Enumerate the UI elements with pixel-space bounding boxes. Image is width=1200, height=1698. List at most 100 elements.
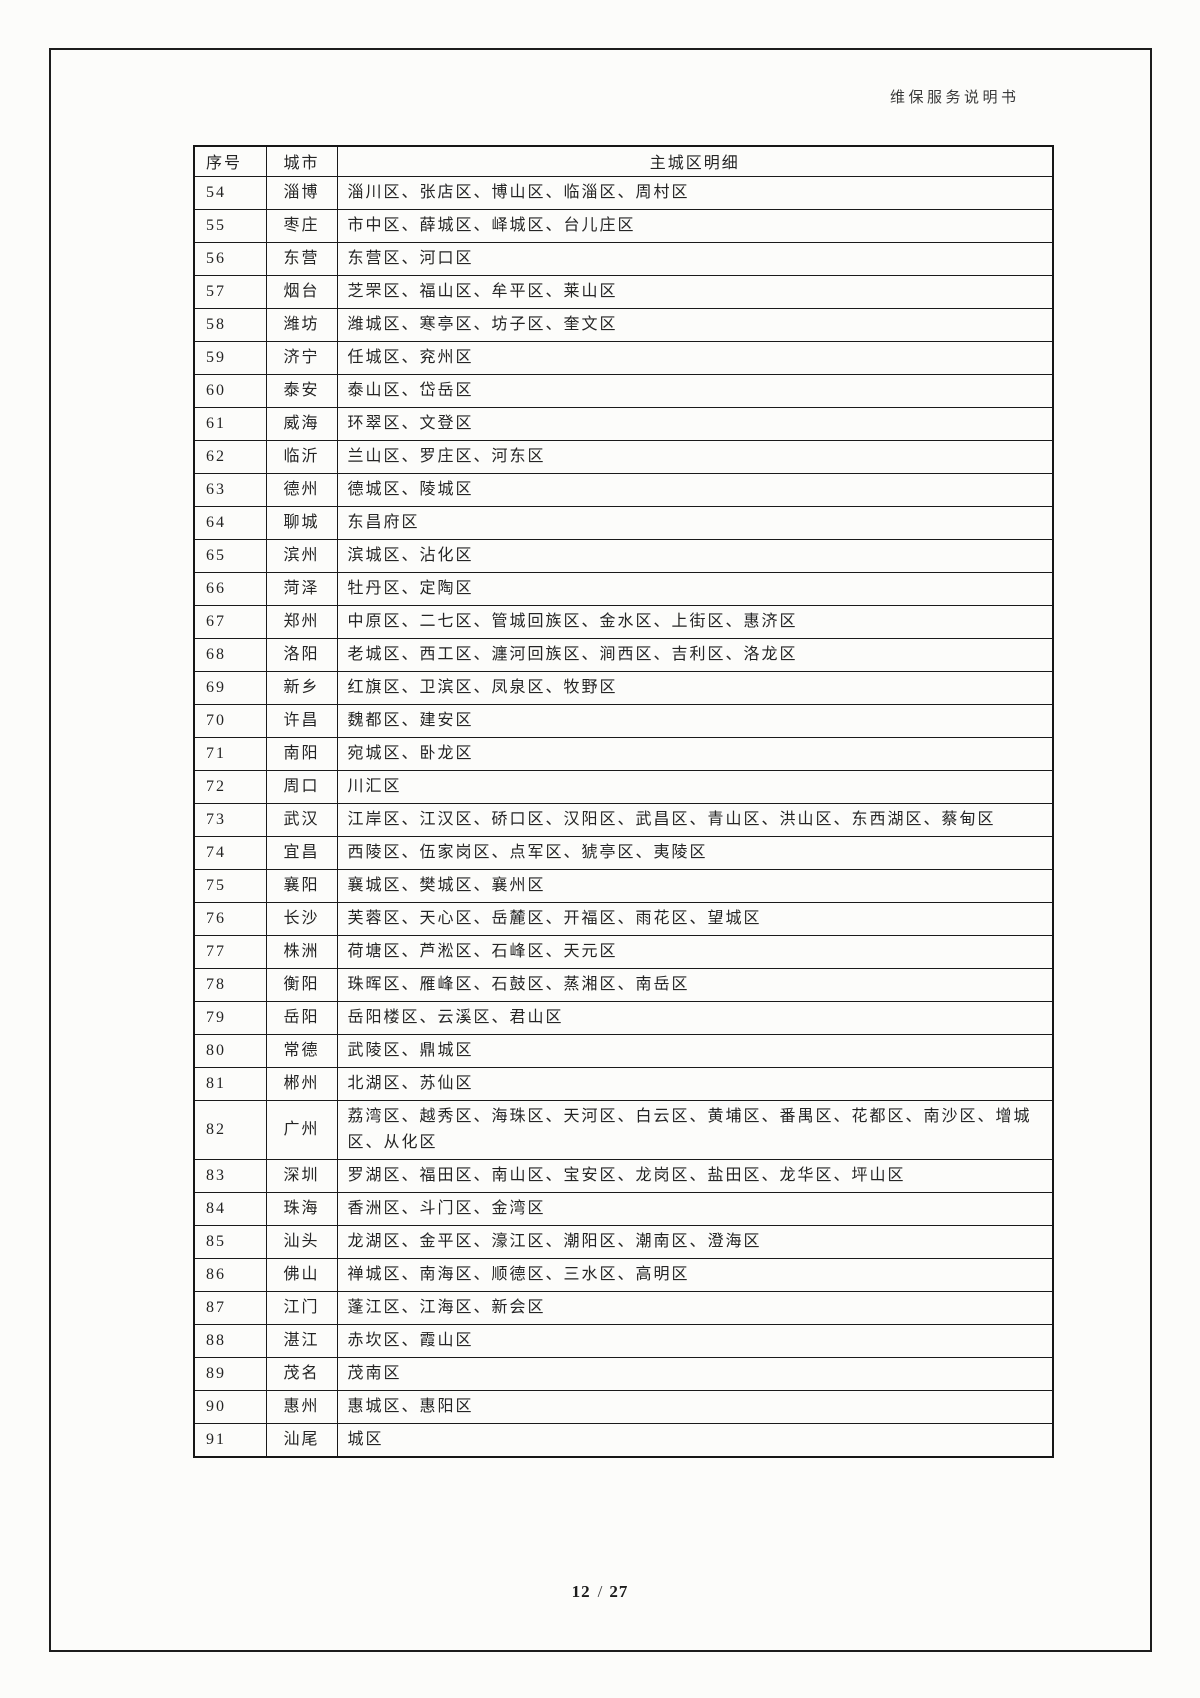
districts-cell: 北湖区、苏仙区	[336, 1066, 1054, 1101]
city-cell: 长沙	[265, 901, 338, 936]
city-cell: 惠州	[265, 1389, 338, 1424]
row-number-cell: 75	[193, 868, 267, 903]
districts-cell: 红旗区、卫滨区、凤泉区、牧野区	[336, 670, 1054, 705]
table-row: 86 佛山 禅城区、南海区、顺德区、三水区、高明区	[193, 1257, 1054, 1292]
table-row: 54 淄博 淄川区、张店区、博山区、临淄区、周村区	[193, 175, 1054, 210]
column-header-city: 城市	[265, 145, 338, 177]
row-number-cell: 89	[193, 1356, 267, 1391]
table-row: 89 茂名 茂南区	[193, 1356, 1054, 1391]
city-cell: 珠海	[265, 1191, 338, 1226]
row-number-cell: 90	[193, 1389, 267, 1424]
table-row: 72 周口 川汇区	[193, 769, 1054, 804]
table-row: 65 滨州 滨城区、沾化区	[193, 538, 1054, 573]
districts-cell: 东营区、河口区	[336, 241, 1054, 276]
row-number-cell: 55	[193, 208, 267, 243]
row-number-cell: 80	[193, 1033, 267, 1068]
row-number-cell: 73	[193, 802, 267, 837]
row-number-cell: 79	[193, 1000, 267, 1035]
districts-cell: 牡丹区、定陶区	[336, 571, 1054, 606]
row-number-cell: 91	[193, 1422, 267, 1457]
districts-cell: 襄城区、樊城区、襄州区	[336, 868, 1054, 903]
table-row: 71 南阳 宛城区、卧龙区	[193, 736, 1054, 771]
row-number-cell: 76	[193, 901, 267, 936]
city-cell: 烟台	[265, 274, 338, 309]
city-cell: 宜昌	[265, 835, 338, 870]
table-row: 67 郑州 中原区、二七区、管城回族区、金水区、上街区、惠济区	[193, 604, 1054, 639]
districts-cell: 中原区、二七区、管城回族区、金水区、上街区、惠济区	[336, 604, 1054, 639]
districts-cell: 德城区、陵城区	[336, 472, 1054, 507]
row-number-cell: 88	[193, 1323, 267, 1358]
districts-cell: 荷塘区、芦淞区、石峰区、天元区	[336, 934, 1054, 969]
row-number-cell: 54	[193, 175, 267, 210]
table-row: 58 潍坊 潍城区、寒亭区、坊子区、奎文区	[193, 307, 1054, 342]
city-cell: 威海	[265, 406, 338, 441]
column-header-districts: 主城区明细	[336, 145, 1054, 177]
districts-cell: 西陵区、伍家岗区、点军区、猇亭区、夷陵区	[336, 835, 1054, 870]
city-cell: 江门	[265, 1290, 338, 1325]
districts-cell: 魏都区、建安区	[336, 703, 1054, 738]
table-row: 78 衡阳 珠晖区、雁峰区、石鼓区、蒸湘区、南岳区	[193, 967, 1054, 1002]
table-row: 68 洛阳 老城区、西工区、瀍河回族区、涧西区、吉利区、洛龙区	[193, 637, 1054, 672]
row-number-cell: 77	[193, 934, 267, 969]
row-number-cell: 74	[193, 835, 267, 870]
page-number-current: 12	[571, 1582, 591, 1601]
row-number-cell: 72	[193, 769, 267, 804]
row-number-cell: 61	[193, 406, 267, 441]
page-number-separator: /	[597, 1582, 603, 1601]
city-cell: 南阳	[265, 736, 338, 771]
city-cell: 周口	[265, 769, 338, 804]
row-number-cell: 56	[193, 241, 267, 276]
city-cell: 汕头	[265, 1224, 338, 1259]
row-number-cell: 78	[193, 967, 267, 1002]
table-row: 81 郴州 北湖区、苏仙区	[193, 1066, 1054, 1101]
table-row: 88 湛江 赤坎区、霞山区	[193, 1323, 1054, 1358]
table-row: 55 枣庄 市中区、薛城区、峄城区、台儿庄区	[193, 208, 1054, 243]
city-cell: 新乡	[265, 670, 338, 705]
districts-cell: 禅城区、南海区、顺德区、三水区、高明区	[336, 1257, 1054, 1292]
table-row: 75 襄阳 襄城区、樊城区、襄州区	[193, 868, 1054, 903]
districts-cell: 蓬江区、江海区、新会区	[336, 1290, 1054, 1325]
city-cell: 深圳	[265, 1158, 338, 1193]
table-row: 62 临沂 兰山区、罗庄区、河东区	[193, 439, 1054, 474]
districts-cell: 荔湾区、越秀区、海珠区、天河区、白云区、黄埔区、番禺区、花都区、南沙区、增城区、…	[336, 1099, 1054, 1160]
city-cell: 淄博	[265, 175, 338, 210]
row-number-cell: 65	[193, 538, 267, 573]
table-row: 61 威海 环翠区、文登区	[193, 406, 1054, 441]
row-number-cell: 64	[193, 505, 267, 540]
table-row: 63 德州 德城区、陵城区	[193, 472, 1054, 507]
city-cell: 泰安	[265, 373, 338, 408]
row-number-cell: 83	[193, 1158, 267, 1193]
districts-cell: 香洲区、斗门区、金湾区	[336, 1191, 1054, 1226]
table-row: 87 江门 蓬江区、江海区、新会区	[193, 1290, 1054, 1325]
city-cell: 湛江	[265, 1323, 338, 1358]
city-cell: 郴州	[265, 1066, 338, 1101]
districts-cell: 龙湖区、金平区、濠江区、潮阳区、潮南区、澄海区	[336, 1224, 1054, 1259]
city-cell: 佛山	[265, 1257, 338, 1292]
city-cell: 济宁	[265, 340, 338, 375]
table-row: 56 东营 东营区、河口区	[193, 241, 1054, 276]
districts-cell: 兰山区、罗庄区、河东区	[336, 439, 1054, 474]
table-row: 57 烟台 芝罘区、福山区、牟平区、莱山区	[193, 274, 1054, 309]
districts-cell: 武陵区、鼎城区	[336, 1033, 1054, 1068]
city-cell: 聊城	[265, 505, 338, 540]
city-cell: 常德	[265, 1033, 338, 1068]
row-number-cell: 59	[193, 340, 267, 375]
districts-cell: 宛城区、卧龙区	[336, 736, 1054, 771]
row-number-cell: 87	[193, 1290, 267, 1325]
city-cell: 洛阳	[265, 637, 338, 672]
row-number-cell: 57	[193, 274, 267, 309]
table-row: 59 济宁 任城区、兖州区	[193, 340, 1054, 375]
city-cell: 株洲	[265, 934, 338, 969]
city-cell: 武汉	[265, 802, 338, 837]
table-row: 82 广州 荔湾区、越秀区、海珠区、天河区、白云区、黄埔区、番禺区、花都区、南沙区、…	[193, 1099, 1054, 1160]
table-row: 80 常德 武陵区、鼎城区	[193, 1033, 1054, 1068]
row-number-cell: 69	[193, 670, 267, 705]
city-cell: 潍坊	[265, 307, 338, 342]
table-row: 74 宜昌 西陵区、伍家岗区、点军区、猇亭区、夷陵区	[193, 835, 1054, 870]
table-row: 85 汕头 龙湖区、金平区、濠江区、潮阳区、潮南区、澄海区	[193, 1224, 1054, 1259]
city-cell: 德州	[265, 472, 338, 507]
row-number-cell: 71	[193, 736, 267, 771]
row-number-cell: 60	[193, 373, 267, 408]
row-number-cell: 84	[193, 1191, 267, 1226]
